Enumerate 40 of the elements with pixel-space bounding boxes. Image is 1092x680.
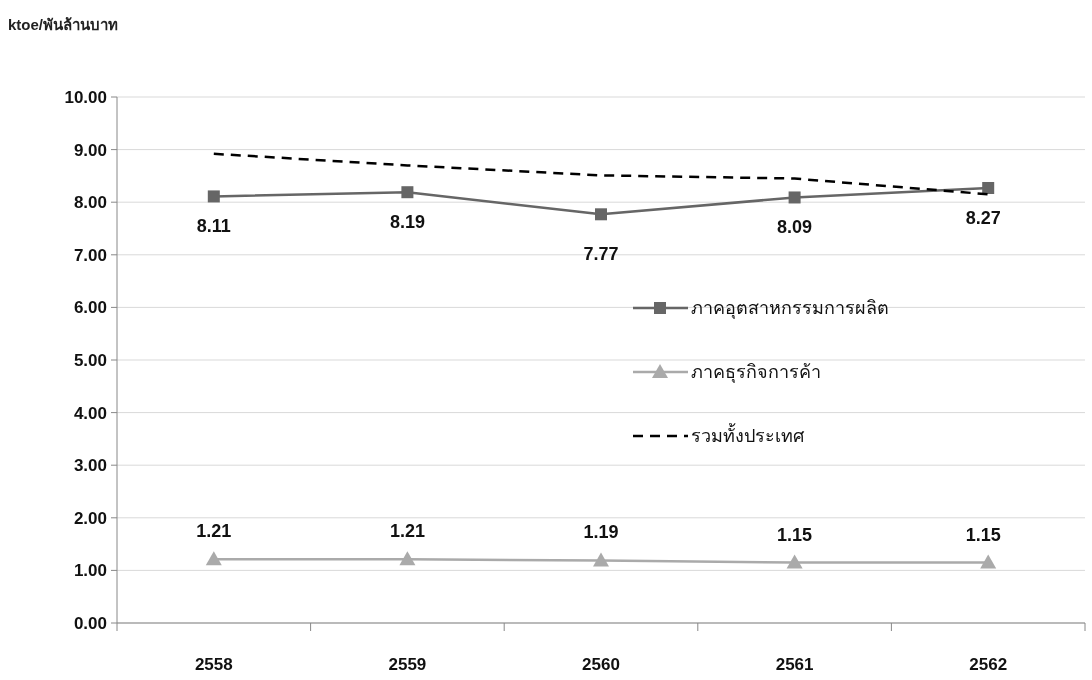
- data-label: 8.19: [389, 212, 425, 233]
- x-tick-label: 2561: [775, 655, 814, 674]
- point: [788, 191, 801, 204]
- legend-label: ภาคธุรกิจการค้า: [691, 362, 821, 383]
- y-tick-label: 7.00: [73, 245, 107, 265]
- data-label: 7.77: [583, 244, 619, 265]
- point: [205, 551, 222, 566]
- legend-label: ภาคอุตสาหกรรมการผลิต: [691, 298, 889, 319]
- y-tick-label: 0.00: [73, 614, 107, 633]
- y-tick-label: 1.00: [73, 561, 107, 581]
- y-tick-label: 9.00: [73, 140, 107, 160]
- data-label: 1.15: [777, 524, 813, 545]
- x-tick-label: 2558: [194, 655, 233, 674]
- data-label: 1.19: [583, 522, 619, 543]
- y-tick-label: 3.00: [73, 456, 107, 476]
- point: [595, 208, 607, 221]
- point: [982, 182, 995, 194]
- data-label: 1.15: [965, 524, 1001, 545]
- data-label: 8.11: [196, 216, 231, 237]
- data-label: 8.09: [777, 217, 813, 238]
- point: [980, 554, 997, 569]
- point: [593, 552, 609, 567]
- point: [207, 190, 220, 203]
- y-axis-title: ktoe/พันล้านบาท: [8, 16, 119, 33]
- y-tick-label: 8.00: [73, 193, 107, 213]
- y-tick-label: 4.00: [73, 403, 107, 423]
- point: [401, 186, 414, 199]
- y-tick-label: 5.00: [73, 351, 107, 370]
- x-tick-label: 2560: [582, 655, 620, 674]
- x-tick-label: 2562: [969, 655, 1008, 674]
- point: [399, 551, 416, 566]
- data-label: 1.21: [196, 521, 232, 542]
- legend-label: รวมทั้งประเทศ: [691, 423, 805, 446]
- data-label: 1.21: [389, 521, 425, 542]
- data-label: 8.27: [965, 208, 1001, 228]
- point: [786, 554, 803, 569]
- x-tick-label: 2559: [388, 655, 427, 674]
- y-tick-label: 2.00: [73, 508, 107, 528]
- y-tick-label: 10.00: [64, 88, 107, 107]
- y-tick-label: 6.00: [73, 298, 107, 318]
